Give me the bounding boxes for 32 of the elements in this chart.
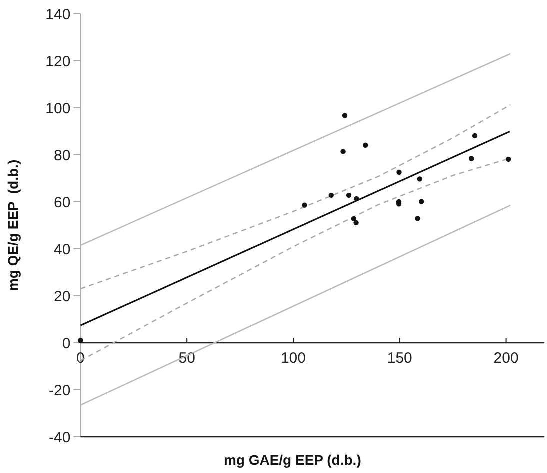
y-tick-label: 60: [54, 194, 71, 212]
point: [342, 113, 348, 118]
point: [328, 192, 334, 198]
y-tick-label: 140: [46, 6, 71, 24]
point: [346, 192, 352, 198]
x-tick-label: 150: [387, 350, 412, 367]
point: [419, 199, 424, 204]
y-tick-label: -20: [49, 382, 71, 400]
y-tick-label: 80: [54, 147, 71, 164]
y-tick-label: -40: [49, 429, 71, 446]
y-tick-label: 120: [46, 53, 71, 70]
y-axis-title: mg QE/g EEP (d.b.): [5, 160, 21, 292]
point: [396, 170, 402, 175]
point: [417, 176, 422, 182]
point: [302, 202, 308, 208]
y-tick-label: 20: [54, 288, 71, 306]
point: [340, 149, 346, 154]
x-tick-label: 0: [76, 350, 85, 367]
point: [351, 216, 357, 222]
point: [469, 156, 474, 162]
point: [363, 142, 368, 148]
y-tick-label: 0: [62, 335, 71, 352]
x-tick-label: 200: [494, 350, 519, 367]
y-tick-label: 100: [46, 100, 71, 118]
point: [354, 220, 359, 226]
point: [415, 216, 420, 222]
x-tick-label: 100: [280, 350, 306, 367]
y-tick-label: 40: [54, 241, 71, 258]
x-axis-title: mg GAE/g EEP (d.b.): [224, 452, 362, 468]
point: [506, 156, 512, 162]
point: [472, 133, 478, 139]
point: [354, 196, 360, 202]
